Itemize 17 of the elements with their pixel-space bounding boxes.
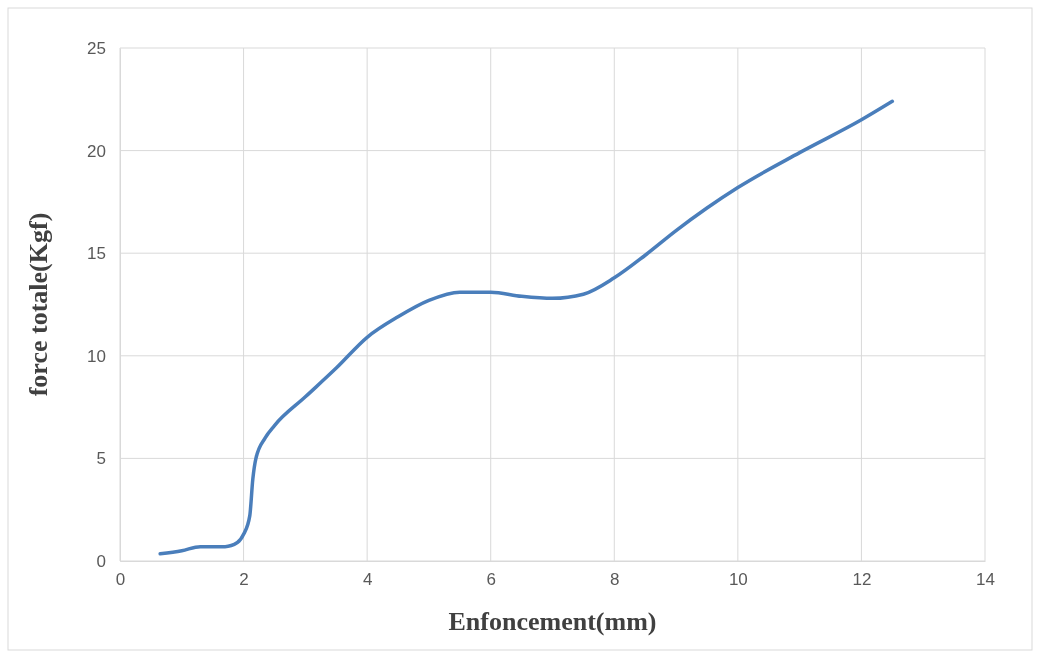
line-series [158, 99, 895, 556]
x-tick-label: 10 [728, 570, 748, 590]
y-tick-label: 0 [96, 551, 106, 571]
y-axis-title: force totale(Kgf) [24, 212, 53, 397]
x-tick-label: 8 [610, 570, 620, 590]
x-tick-label: 0 [115, 570, 126, 590]
y-tick-label: 15 [87, 244, 106, 264]
x-tick-label: 4 [362, 570, 373, 590]
x-axis-title: Enfoncement(mm) [448, 607, 657, 636]
x-tick-label: 6 [486, 570, 496, 590]
x-tick-label: 12 [852, 570, 872, 590]
x-tick-label: 2 [239, 570, 249, 590]
y-tick-label: 5 [96, 449, 106, 469]
x-tick-label: 14 [976, 570, 995, 590]
y-tick-label: 10 [87, 346, 106, 366]
y-tick-label: 20 [87, 141, 106, 161]
y-tick-label: 25 [87, 38, 106, 58]
